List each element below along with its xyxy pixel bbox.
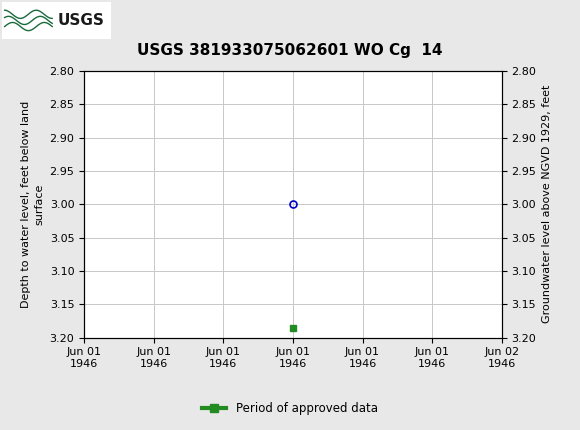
Text: USGS: USGS [58,13,105,28]
Legend: Period of approved data: Period of approved data [198,397,382,420]
Bar [3,3,110,37]
Text: USGS 381933075062601 WO Cg  14: USGS 381933075062601 WO Cg 14 [137,43,443,58]
Y-axis label: Depth to water level, feet below land
surface: Depth to water level, feet below land su… [21,101,44,308]
Y-axis label: Groundwater level above NGVD 1929, feet: Groundwater level above NGVD 1929, feet [542,85,552,323]
